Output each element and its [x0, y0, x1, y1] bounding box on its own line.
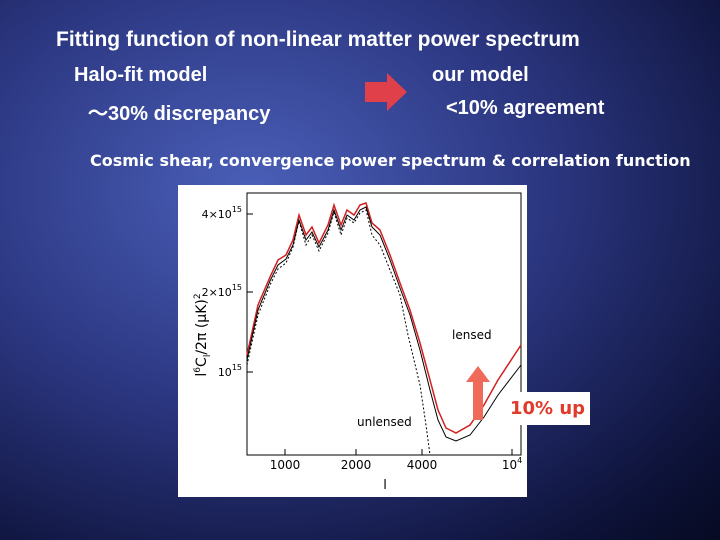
- tick-label: 1015: [218, 363, 242, 379]
- title: Fitting function of non-linear matter po…: [56, 28, 580, 51]
- right-label: our model: [432, 64, 529, 86]
- tick-label: 2000: [341, 458, 372, 472]
- subtitle: Cosmic shear, convergence power spectrum…: [90, 151, 691, 170]
- arrow-up: [466, 366, 490, 420]
- callout: 10% up: [505, 392, 590, 425]
- tick-label: 4000: [407, 458, 438, 472]
- x-label: l: [383, 478, 387, 493]
- arrow-right: [365, 73, 407, 111]
- right-note: <10% agreement: [446, 97, 605, 119]
- tick-label: 2×1015: [202, 283, 242, 299]
- y-label: l6Cl/2π (μK)2: [193, 293, 213, 376]
- tick-label: 1000: [270, 458, 301, 472]
- left-note: 〜30% discrepancy: [88, 103, 271, 125]
- curve-label: lensed: [452, 328, 492, 342]
- curve-label: unlensed: [357, 415, 412, 429]
- tick-label: 104: [502, 456, 522, 472]
- left-label: Halo-fit model: [74, 64, 208, 86]
- tick-label: 4×1015: [202, 205, 242, 221]
- figure: 4×1015 2×1015 1015 1000 2000 4000 104 l l6Cl/…: [178, 185, 527, 497]
